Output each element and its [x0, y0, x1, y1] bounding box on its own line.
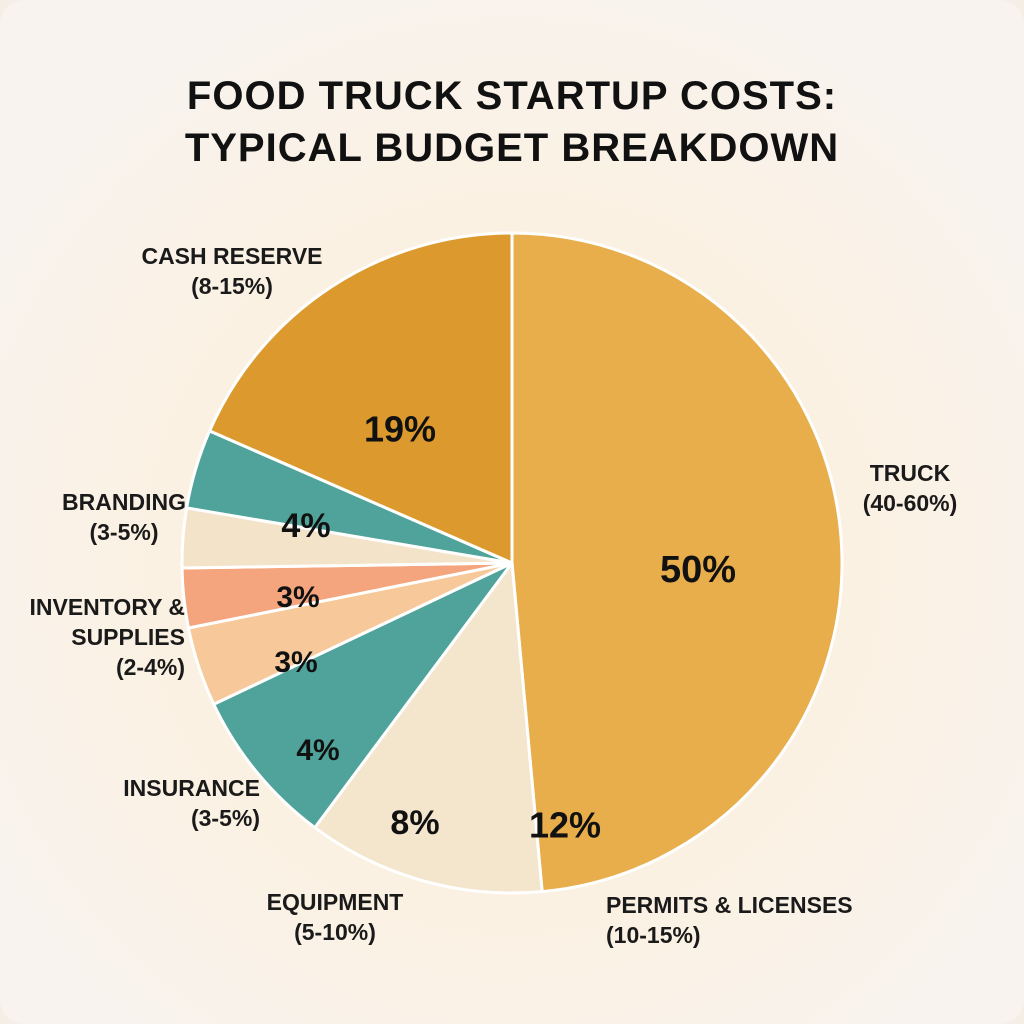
value-label: 12%: [529, 805, 601, 846]
category-range: (40-60%): [862, 490, 958, 516]
category-name: INSURANCE: [123, 775, 260, 801]
category-range: (8-15%): [191, 273, 273, 299]
chart-title: FOOD TRUCK STARTUP COSTS: TYPICAL BUDGET…: [184, 74, 840, 170]
category-label: INSURANCE (3-5%): [60, 773, 260, 833]
value-label: 3%: [274, 646, 317, 679]
category-label: TRUCK (40-60%): [840, 458, 980, 518]
category-label: INVENTORY & SUPPLIES (2-4%): [20, 592, 186, 682]
category-range: (3-5%): [89, 519, 159, 545]
value-label: 3%: [276, 581, 319, 614]
category-label: CASH RESERVE (8-15%): [112, 241, 352, 301]
category-range: (3-5%): [190, 805, 260, 831]
category-label: EQUIPMENT (5-10%): [240, 887, 430, 947]
value-label: 4%: [296, 734, 339, 767]
category-name: INVENTORY & SUPPLIES: [29, 594, 186, 650]
category-range: (5-10%): [294, 919, 376, 945]
category-range: (2-4%): [115, 654, 185, 680]
category-name: TRUCK: [869, 460, 951, 486]
category-range: (10-15%): [606, 922, 701, 948]
value-label: 50%: [660, 549, 736, 591]
category-label: BRANDING (3-5%): [44, 487, 204, 547]
category-name: BRANDING: [62, 489, 186, 515]
value-label: 8%: [390, 804, 439, 842]
slice: [211, 561, 514, 830]
value-label: 19%: [364, 409, 436, 450]
value-label: 4%: [281, 507, 330, 545]
slice: [207, 231, 514, 566]
category-name: PERMITS & LICENSES: [606, 892, 853, 918]
slice: [510, 231, 844, 894]
category-name: EQUIPMENT: [266, 889, 404, 915]
category-label: PERMITS & LICENSES (10-15%): [606, 890, 906, 950]
slice: [312, 558, 544, 895]
category-name: CASH RESERVE: [141, 243, 323, 269]
